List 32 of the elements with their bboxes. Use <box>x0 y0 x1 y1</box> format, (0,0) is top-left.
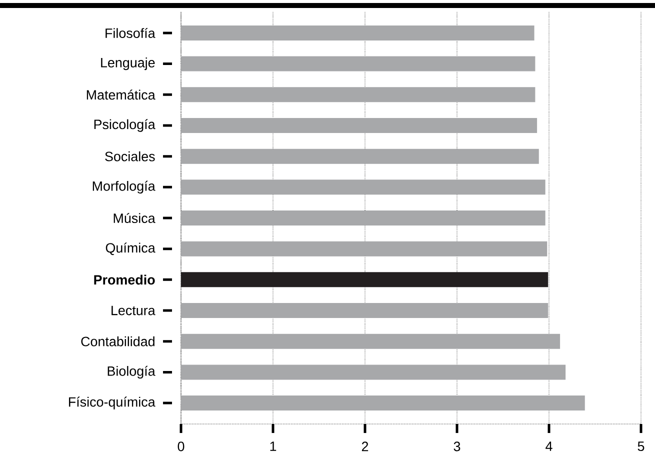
x-tick-label: 0 <box>178 442 184 452</box>
bar <box>181 180 546 195</box>
y-tick-label: Música <box>114 212 156 224</box>
y-tick-label: Sociales <box>105 151 155 162</box>
y-tick-label: Morfología <box>92 180 156 194</box>
x-tick-label: 1 <box>270 442 276 451</box>
bar <box>181 364 566 380</box>
y-tick-label: Promedio <box>94 274 155 285</box>
y-tick-label: Biología <box>108 366 156 379</box>
bar <box>181 148 539 164</box>
y-tick-label: Lenguaje <box>101 58 155 70</box>
bar <box>181 25 534 40</box>
y-tick-label: Psicología <box>94 119 156 132</box>
bar <box>181 303 548 318</box>
bar <box>181 272 548 288</box>
bar <box>181 87 536 102</box>
y-tick-label: Filosofía <box>106 28 156 38</box>
y-tick-label: Lectura <box>112 306 156 316</box>
x-tick-label: 2 <box>362 442 368 452</box>
bar <box>181 241 548 256</box>
x-tick-label: 4 <box>546 442 552 451</box>
bar <box>181 210 546 226</box>
y-tick-label: Química <box>106 242 156 256</box>
bar <box>181 118 538 133</box>
bar <box>181 396 585 411</box>
bar <box>181 56 536 72</box>
x-tick-label: 3 <box>454 442 460 452</box>
bar <box>181 334 560 349</box>
y-tick-label: Contabilidad <box>81 336 154 346</box>
y-tick-label: Matemática <box>86 90 156 100</box>
x-tick-label: 5 <box>638 442 644 452</box>
y-tick-label: Físico-química <box>68 396 156 410</box>
